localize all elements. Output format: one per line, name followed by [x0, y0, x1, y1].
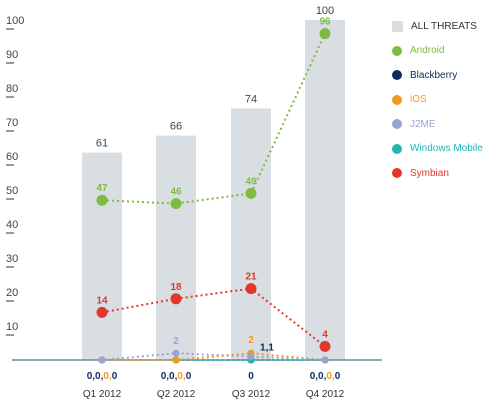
legend-item: Windows Mobile [392, 137, 483, 162]
legend-swatch [392, 45, 402, 56]
bar [305, 20, 345, 360]
series-point [245, 283, 257, 295]
x-tick-label: Q2 2012 [157, 389, 196, 400]
category-value-part: 0 [335, 371, 341, 382]
x-tick-label: Q4 2012 [306, 389, 345, 400]
point-value-label: 2 [173, 336, 179, 347]
bar-value-label: 61 [96, 138, 108, 150]
category-value-part: 0 [186, 371, 192, 382]
legend-item: J2ME [392, 112, 483, 137]
series-line [101, 33, 326, 205]
series-point [172, 356, 180, 364]
bar [82, 152, 122, 360]
series-point [172, 349, 180, 357]
x-tick-label: Q3 2012 [232, 389, 271, 400]
category-value-part: 0, [161, 371, 170, 382]
legend-swatch [392, 20, 403, 32]
series-line [101, 352, 326, 361]
category-value-part: 0 [248, 371, 254, 382]
category-value-part: 0, [103, 371, 112, 382]
series-point [170, 293, 182, 305]
category-value-part: 0, [318, 371, 327, 382]
point-value-label: 47 [96, 183, 108, 194]
series-line [101, 287, 326, 348]
bar [156, 135, 196, 360]
bar-value-label: 100 [316, 5, 334, 17]
legend-swatch [392, 94, 402, 105]
category-value-part: 0, [169, 371, 178, 382]
series-point [96, 194, 108, 206]
category-value-part: 0, [87, 371, 96, 382]
y-tick-label: 70 [6, 117, 18, 129]
legend-item: Symbian [392, 161, 483, 186]
legend-label: Blackberry [410, 69, 458, 81]
y-tick-label: 30 [6, 253, 18, 265]
legend-swatch [392, 70, 402, 81]
y-tick-label: 20 [6, 287, 18, 299]
point-value-label: 21 [245, 272, 257, 283]
series-point [98, 356, 106, 364]
legend-label: Windows Mobile [410, 143, 483, 155]
y-tick-label: 40 [6, 219, 18, 231]
series-point [247, 353, 255, 361]
series-point [96, 306, 108, 318]
point-value-label: 1,1 [260, 343, 274, 354]
category-value-part: 0, [177, 371, 186, 382]
point-value-label: 4 [322, 329, 328, 340]
legend-swatch [392, 143, 402, 154]
legend-item: Android [392, 39, 483, 64]
y-tick-label: 100 [6, 15, 24, 27]
category-value-part: 0, [310, 371, 319, 382]
series-point [170, 198, 182, 210]
series-point [319, 28, 331, 40]
bar [231, 108, 271, 361]
legend-label: Android [410, 45, 445, 57]
y-tick-label: 90 [6, 49, 18, 61]
point-value-label: 2 [248, 335, 254, 346]
bar-value-label: 66 [170, 121, 182, 133]
legend-label: ALL THREATS [411, 20, 477, 32]
series-point [245, 187, 257, 199]
y-tick-label: 80 [6, 83, 18, 95]
category-value-part: 0, [95, 371, 104, 382]
legend-label: Symbian [410, 167, 449, 179]
series-point [321, 356, 329, 364]
point-value-label: 96 [319, 17, 331, 28]
legend-label: iOS [410, 94, 427, 106]
legend-item: ALL THREATS [392, 14, 483, 39]
category-value-label: 0,0,0,0 [87, 371, 118, 382]
y-tick-label: 50 [6, 185, 18, 197]
y-tick-label: 10 [6, 321, 18, 333]
category-value-label: 0,0,0,0 [161, 371, 192, 382]
legend-swatch [392, 168, 402, 179]
point-value-label: 46 [170, 187, 182, 198]
legend-swatch [392, 119, 402, 130]
series-line [102, 352, 326, 361]
legend-label: J2ME [410, 118, 436, 130]
bar-value-label: 74 [245, 93, 257, 105]
category-value-part: 0, [326, 371, 335, 382]
point-value-label: 14 [96, 295, 108, 306]
point-value-label: 49 [245, 176, 257, 187]
series-point [319, 340, 331, 352]
legend-item: Blackberry [392, 63, 483, 88]
legend-item: iOS [392, 88, 483, 113]
point-value-label: 18 [170, 282, 182, 293]
category-value-part: 0 [112, 371, 118, 382]
y-tick-label: 60 [6, 151, 18, 163]
x-tick-label: Q1 2012 [83, 389, 122, 400]
legend: ALL THREATS Android Blackberry iOS J2ME Windo… [392, 14, 483, 186]
category-value-label: 0 [248, 371, 254, 382]
category-value-label: 0,0,0,0 [310, 371, 341, 382]
